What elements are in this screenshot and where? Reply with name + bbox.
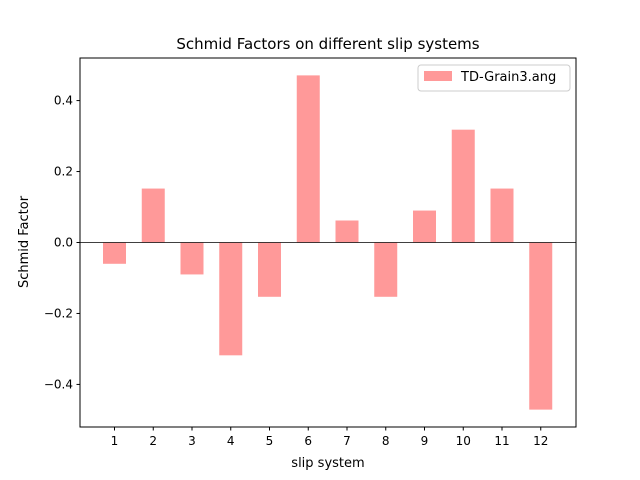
bar-slip-system-8 (374, 242, 398, 297)
x-tick-label: 9 (421, 434, 429, 448)
x-tick-label: 1 (111, 434, 119, 448)
x-tick-label: 2 (149, 434, 157, 448)
y-tick-label: 0.0 (54, 236, 73, 250)
x-tick-label: 10 (456, 434, 471, 448)
y-tick-label: 0.2 (54, 165, 73, 179)
y-tick-label: −0.4 (44, 377, 73, 391)
bar-slip-system-7 (335, 220, 359, 243)
x-tick-label: 6 (304, 434, 312, 448)
bar-slip-system-1 (103, 242, 126, 264)
legend-swatch (424, 71, 452, 81)
legend: TD-Grain3.ang (417, 64, 571, 92)
plot-area: −0.4−0.20.00.20.41 2 3 4 5 6 7 8 9 10 11 12 (44, 57, 577, 448)
x-tick-label: 11 (494, 434, 509, 448)
y-tick-label: 0.4 (54, 94, 73, 108)
x-tick-label: 7 (343, 434, 351, 448)
bar-slip-system-11 (490, 188, 514, 243)
bar-slip-system-5 (258, 242, 281, 297)
bar-slip-system-10 (451, 129, 475, 243)
x-tick-label: 3 (188, 434, 196, 448)
bar-slip-system-12 (529, 242, 553, 410)
bar-slip-system-2 (141, 188, 165, 243)
x-tick-label: 4 (227, 434, 235, 448)
x-tick-label: 8 (382, 434, 390, 448)
legend-label: TD-Grain3.ang (460, 70, 556, 85)
bar-slip-system-3 (180, 242, 204, 275)
y-axis-title: Schmid Factor (17, 195, 32, 288)
chart-title: Schmid Factors on different slip systems (176, 35, 479, 53)
x-axis-title: slip system (291, 456, 364, 471)
bar-slip-system-9 (413, 210, 436, 243)
bar-slip-system-6 (296, 75, 320, 243)
x-tick-label: 12 (533, 434, 548, 448)
legend-frame (417, 64, 571, 92)
y-tick-label: −0.2 (44, 306, 73, 320)
x-tick-label: 5 (266, 434, 274, 448)
bar-slip-system-4 (219, 242, 243, 356)
